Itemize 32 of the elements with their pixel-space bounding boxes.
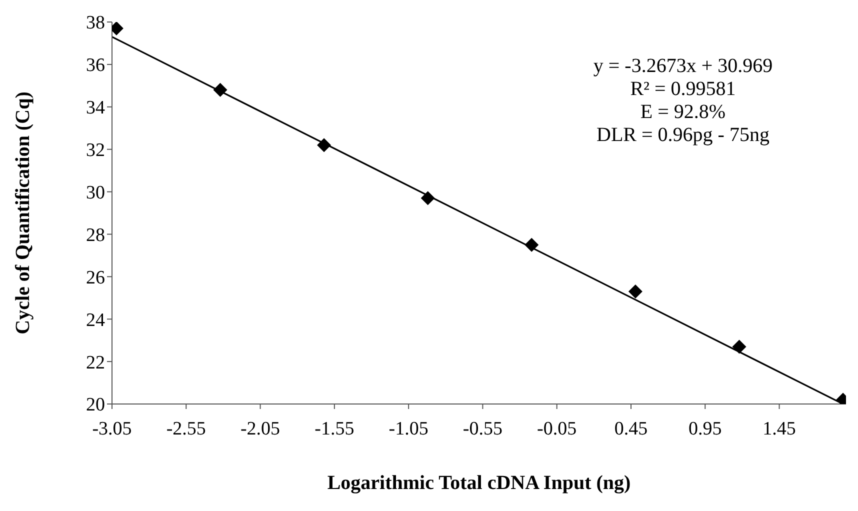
x-tick-label: 0.95 xyxy=(688,418,722,440)
x-tick-label: -2.55 xyxy=(166,418,206,440)
point xyxy=(524,238,539,252)
x-tick-label: -1.05 xyxy=(388,418,428,440)
y-tick-label: 22 xyxy=(86,352,105,374)
annotation: y = -3.2673x + 30.969 xyxy=(592,55,774,78)
x-tick-label: 0.45 xyxy=(614,418,648,440)
point xyxy=(420,191,435,206)
point xyxy=(628,284,642,299)
point xyxy=(213,82,228,97)
y-tick-label: 34 xyxy=(86,98,106,119)
x-tick-label: 1.45 xyxy=(762,418,796,440)
y-tick-label: 28 xyxy=(86,224,105,246)
x-tick-label: -3.05 xyxy=(92,418,132,440)
point xyxy=(732,340,746,354)
x-tick-label: -1.55 xyxy=(314,418,354,440)
x-tick-label: -0.05 xyxy=(537,418,577,440)
x-tick-label: -2.05 xyxy=(240,418,280,440)
y-tick-label: 36 xyxy=(86,55,105,76)
x-axis-title: Logarithmic Total cDNA Input (ng) xyxy=(327,472,631,494)
annotation: E = 92.8% xyxy=(639,101,727,124)
y-tick-label: 26 xyxy=(86,267,105,288)
y-tick-label: 20 xyxy=(86,394,105,416)
annotation: R² = 0.99581 xyxy=(629,78,737,101)
annotation: DLR = 0.96pg - 75ng xyxy=(596,124,770,147)
point xyxy=(317,138,332,152)
y-tick-label: 24 xyxy=(86,310,106,331)
x-tick-label: -0.55 xyxy=(462,418,502,440)
y-tick-label: 30 xyxy=(86,182,105,204)
y-tick-label: 32 xyxy=(86,140,105,162)
y-axis-title: Cycle of Quantification (Cq) xyxy=(12,92,34,334)
y-tick-label: 38 xyxy=(86,12,105,34)
